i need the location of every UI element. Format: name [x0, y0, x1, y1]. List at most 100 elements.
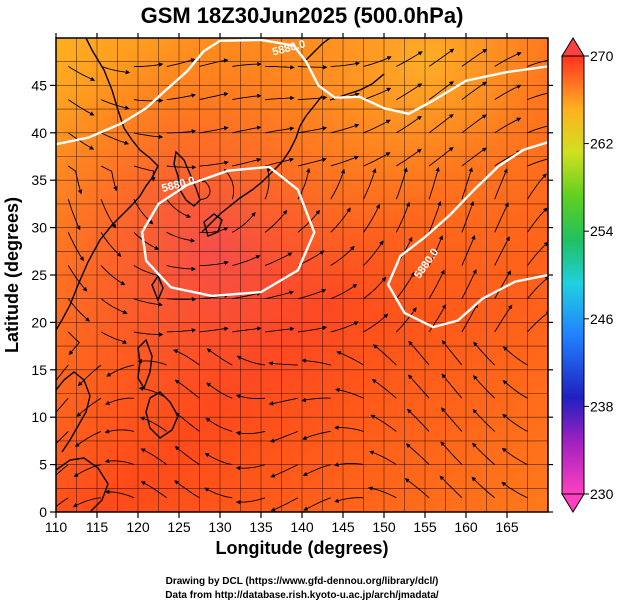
x-tick-label: 145: [331, 519, 355, 535]
streamline: [232, 61, 262, 67]
streamline: [104, 429, 134, 434]
streamline: [166, 165, 197, 170]
streamline: [461, 167, 473, 200]
x-tick-label: 150: [372, 519, 396, 535]
streamline: [235, 394, 266, 400]
streamline: [494, 270, 512, 299]
streamline: [232, 255, 261, 266]
streamline: [199, 126, 229, 134]
streamline: [363, 87, 392, 101]
streamline: [494, 117, 522, 134]
streamline: [199, 178, 211, 200]
streamline: [330, 168, 345, 200]
y-tick-label: 40: [31, 125, 47, 141]
streamline: [232, 157, 262, 167]
streamline: [371, 379, 397, 399]
streamline: [494, 304, 513, 333]
central-high-contour: [140, 165, 316, 298]
streamline: [73, 464, 102, 477]
streamline: [199, 326, 229, 333]
streamline: [471, 476, 495, 499]
streamline: [527, 92, 548, 101]
streamline: [166, 328, 197, 333]
streamline: [297, 250, 325, 266]
streamline: [297, 65, 328, 70]
streamline: [100, 265, 126, 286]
streamline: [501, 481, 528, 499]
streamline: [104, 458, 135, 466]
streamline: [235, 497, 266, 505]
y-tick-label: 20: [31, 314, 47, 330]
streamline: [264, 252, 293, 266]
x-tick-label: 155: [413, 519, 437, 535]
x-tick-label: 135: [249, 519, 273, 535]
streamline: [334, 425, 364, 432]
streamline: [100, 65, 131, 75]
east-contour: [386, 141, 548, 329]
streamline: [265, 290, 295, 300]
x-axis: 110 115 120 125 130 135 140 145 150 155 160 165: [45, 33, 519, 535]
streamline: [527, 207, 548, 233]
streamline: [206, 348, 233, 366]
streamline: [363, 152, 391, 167]
colorbar-bottom-arrow: [561, 493, 585, 513]
streamline: [166, 231, 196, 243]
streamline: [56, 397, 69, 413]
north-contour: [56, 38, 548, 146]
streamline: [363, 203, 380, 233]
streamline: [232, 291, 262, 300]
y-tick-label: 35: [31, 172, 47, 188]
streamline: [439, 475, 463, 499]
streamline: [369, 450, 397, 465]
streamline: [428, 113, 454, 134]
coastlines: [56, 38, 385, 512]
coastline-taiwan: [151, 274, 164, 302]
streamline: [199, 58, 229, 67]
streamline: [473, 375, 496, 399]
streamline: [501, 447, 528, 466]
streamline: [232, 326, 262, 333]
streamline: [270, 464, 299, 478]
y-tick-label: 25: [31, 267, 47, 283]
streamline: [268, 361, 298, 366]
colorbar-top-arrow: [561, 37, 585, 57]
streamline: [204, 453, 233, 466]
streamline: [264, 168, 272, 200]
streamline: [139, 416, 167, 432]
y-tick-label: 0: [39, 504, 47, 520]
streamline: [301, 397, 331, 403]
y-tick-label: 30: [31, 220, 47, 236]
streamline: [199, 227, 229, 234]
streamline: [527, 125, 548, 134]
x-tick-label: 115: [86, 519, 109, 535]
streamline: [527, 241, 548, 266]
streamline: [395, 167, 408, 200]
colorbar-tick-label: 270: [590, 48, 614, 64]
streamline: [235, 464, 266, 471]
streamline: [406, 408, 430, 432]
streamline: [205, 417, 233, 432]
streamline: [396, 51, 423, 67]
streamline: [428, 48, 455, 67]
streamline: [395, 271, 415, 299]
streamline: [174, 446, 200, 465]
streamline: [363, 276, 387, 300]
coastline-luzon: [137, 338, 153, 390]
streamline: [405, 443, 430, 465]
x-tick-label: 165: [495, 519, 519, 535]
streamline: [105, 397, 134, 405]
streamline: [264, 157, 295, 167]
streamline: [301, 430, 331, 441]
streamline: [428, 166, 440, 200]
streamline: [264, 209, 288, 233]
streamline: [265, 326, 295, 333]
streamline: [265, 126, 295, 134]
streamline: [440, 441, 463, 465]
streamline: [166, 198, 192, 218]
streamline: [461, 303, 478, 333]
streamline: [395, 307, 417, 333]
streamline: [265, 65, 295, 70]
colorbar: 230 238 246 254 262 270: [561, 37, 614, 513]
coastline-asia: [56, 38, 159, 331]
